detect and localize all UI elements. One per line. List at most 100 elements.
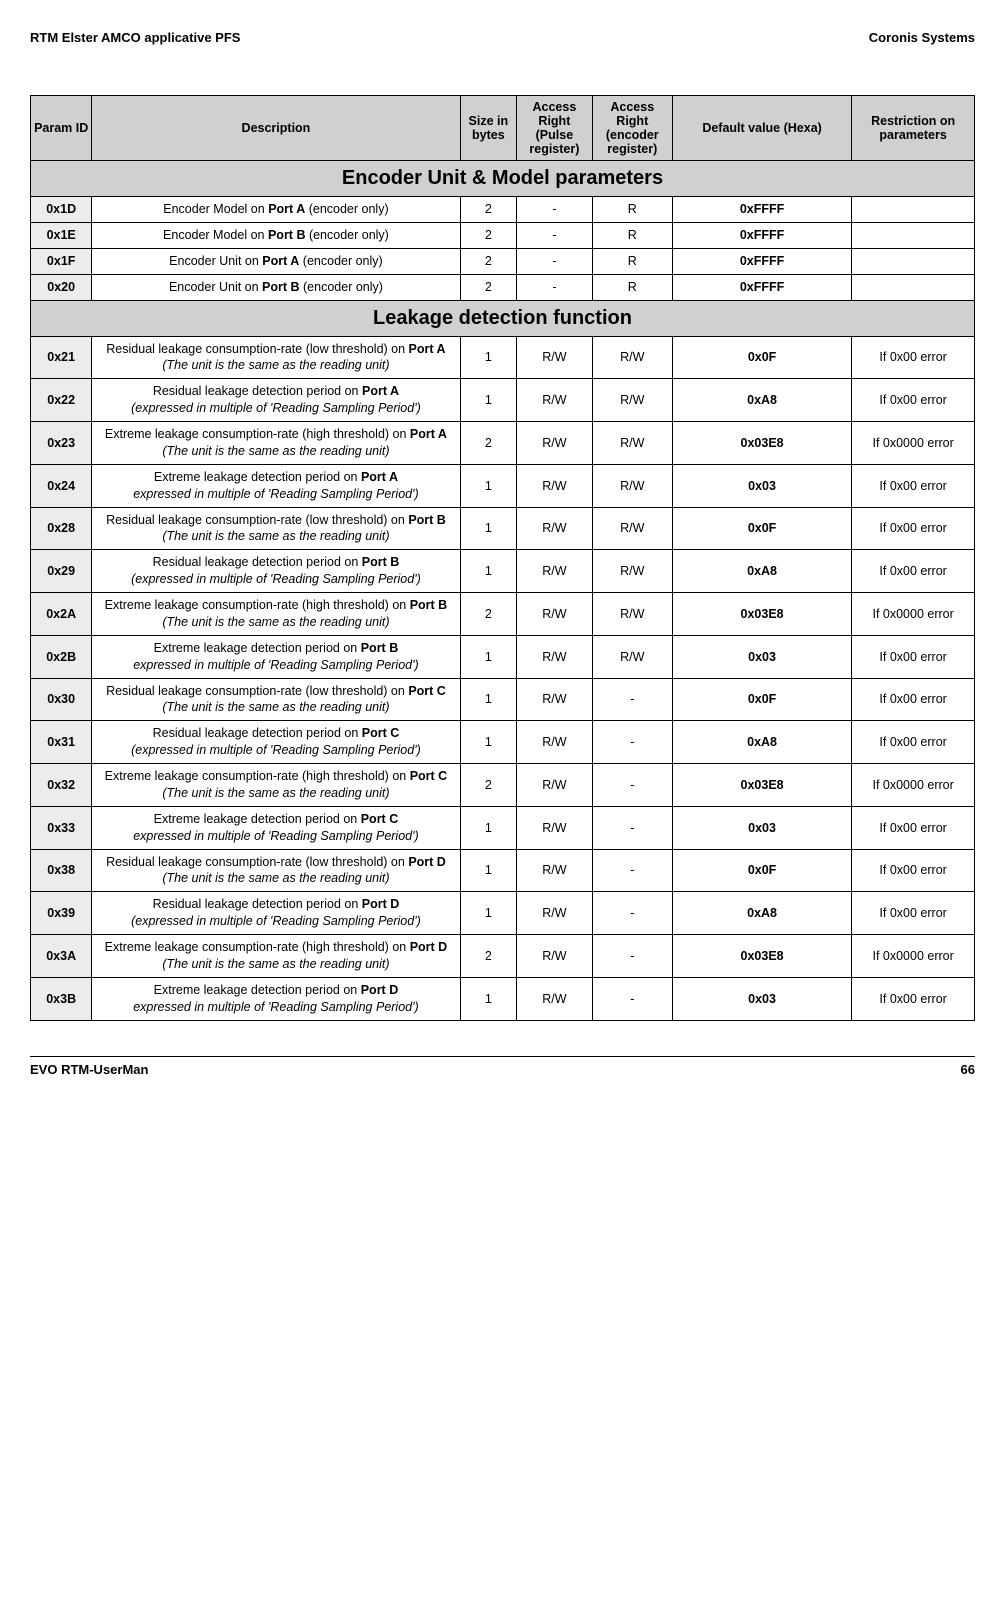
- table-row: 0x1DEncoder Model on Port A (encoder onl…: [31, 197, 975, 223]
- cell-size: 1: [460, 806, 517, 849]
- table-row: 0x3AExtreme leakage consumption-rate (hi…: [31, 935, 975, 978]
- cell-description: Extreme leakage detection period on Port…: [92, 977, 460, 1020]
- cell-description: Residual leakage detection period on Por…: [92, 721, 460, 764]
- cell-param-id: 0x28: [31, 507, 92, 550]
- cell-access-pulse: R/W: [517, 935, 593, 978]
- cell-description: Residual leakage detection period on Por…: [92, 892, 460, 935]
- table-row: 0x21Residual leakage consumption-rate (l…: [31, 336, 975, 379]
- cell-access-pulse: R/W: [517, 678, 593, 721]
- cell-default-value: 0x03: [672, 806, 851, 849]
- cell-size: 2: [460, 593, 517, 636]
- cell-access-encoder: -: [592, 721, 672, 764]
- section-header-row: Encoder Unit & Model parameters: [31, 161, 975, 197]
- cell-access-encoder: R/W: [592, 464, 672, 507]
- cell-access-encoder: R/W: [592, 422, 672, 465]
- cell-description: Encoder Unit on Port A (encoder only): [92, 248, 460, 274]
- table-row: 0x28Residual leakage consumption-rate (l…: [31, 507, 975, 550]
- cell-size: 2: [460, 222, 517, 248]
- col-description: Description: [92, 96, 460, 161]
- cell-param-id: 0x33: [31, 806, 92, 849]
- cell-restriction: If 0x00 error: [852, 507, 975, 550]
- cell-description: Extreme leakage detection period on Port…: [92, 464, 460, 507]
- cell-default-value: 0x03E8: [672, 422, 851, 465]
- cell-access-encoder: R/W: [592, 593, 672, 636]
- cell-size: 2: [460, 422, 517, 465]
- cell-size: 2: [460, 197, 517, 223]
- cell-default-value: 0x0F: [672, 849, 851, 892]
- table-row: 0x24Extreme leakage detection period on …: [31, 464, 975, 507]
- cell-restriction: If 0x00 error: [852, 892, 975, 935]
- cell-access-encoder: -: [592, 764, 672, 807]
- cell-default-value: 0x03: [672, 635, 851, 678]
- section-header-row: Leakage detection function: [31, 300, 975, 336]
- cell-default-value: 0x03E8: [672, 593, 851, 636]
- cell-param-id: 0x1E: [31, 222, 92, 248]
- cell-param-id: 0x1F: [31, 248, 92, 274]
- cell-param-id: 0x31: [31, 721, 92, 764]
- cell-param-id: 0x1D: [31, 197, 92, 223]
- cell-default-value: 0x0F: [672, 678, 851, 721]
- cell-size: 2: [460, 935, 517, 978]
- cell-access-encoder: R/W: [592, 336, 672, 379]
- table-row: 0x2AExtreme leakage consumption-rate (hi…: [31, 593, 975, 636]
- cell-restriction: If 0x0000 error: [852, 935, 975, 978]
- cell-access-encoder: R/W: [592, 507, 672, 550]
- cell-description: Residual leakage detection period on Por…: [92, 379, 460, 422]
- table-row: 0x2BExtreme leakage detection period on …: [31, 635, 975, 678]
- cell-size: 2: [460, 274, 517, 300]
- table-row: 0x39Residual leakage detection period on…: [31, 892, 975, 935]
- table-row: 0x1EEncoder Model on Port B (encoder onl…: [31, 222, 975, 248]
- cell-access-encoder: -: [592, 849, 672, 892]
- table-row: 0x29Residual leakage detection period on…: [31, 550, 975, 593]
- cell-access-pulse: R/W: [517, 550, 593, 593]
- table-row: 0x38Residual leakage consumption-rate (l…: [31, 849, 975, 892]
- cell-access-pulse: R/W: [517, 635, 593, 678]
- cell-description: Extreme leakage detection period on Port…: [92, 635, 460, 678]
- cell-default-value: 0x0F: [672, 507, 851, 550]
- col-default-value: Default value (Hexa): [672, 96, 851, 161]
- cell-default-value: 0x03E8: [672, 935, 851, 978]
- cell-default-value: 0x0F: [672, 336, 851, 379]
- cell-size: 1: [460, 550, 517, 593]
- col-size: Size in bytes: [460, 96, 517, 161]
- cell-access-pulse: R/W: [517, 892, 593, 935]
- table-row: 0x33Extreme leakage detection period on …: [31, 806, 975, 849]
- cell-param-id: 0x22: [31, 379, 92, 422]
- cell-access-encoder: R/W: [592, 635, 672, 678]
- col-param-id: Param ID: [31, 96, 92, 161]
- cell-access-encoder: -: [592, 892, 672, 935]
- cell-default-value: 0xA8: [672, 379, 851, 422]
- cell-restriction: If 0x00 error: [852, 635, 975, 678]
- cell-access-encoder: -: [592, 678, 672, 721]
- cell-restriction: If 0x00 error: [852, 464, 975, 507]
- cell-access-pulse: -: [517, 197, 593, 223]
- cell-restriction: [852, 248, 975, 274]
- cell-default-value: 0xFFFF: [672, 222, 851, 248]
- cell-access-encoder: -: [592, 935, 672, 978]
- cell-access-pulse: R/W: [517, 806, 593, 849]
- cell-size: 1: [460, 678, 517, 721]
- section-title: Leakage detection function: [31, 300, 975, 336]
- cell-size: 1: [460, 849, 517, 892]
- cell-restriction: [852, 197, 975, 223]
- cell-restriction: If 0x0000 error: [852, 593, 975, 636]
- page-footer: EVO RTM-UserMan 66: [30, 1056, 975, 1077]
- table-row: 0x3BExtreme leakage detection period on …: [31, 977, 975, 1020]
- table-row: 0x30Residual leakage consumption-rate (l…: [31, 678, 975, 721]
- cell-param-id: 0x32: [31, 764, 92, 807]
- cell-param-id: 0x29: [31, 550, 92, 593]
- cell-description: Extreme leakage detection period on Port…: [92, 806, 460, 849]
- cell-restriction: [852, 222, 975, 248]
- col-access-pulse: Access Right (Pulse register): [517, 96, 593, 161]
- cell-access-pulse: R/W: [517, 593, 593, 636]
- cell-description: Residual leakage consumption-rate (low t…: [92, 678, 460, 721]
- cell-access-pulse: R/W: [517, 379, 593, 422]
- cell-restriction: If 0x00 error: [852, 849, 975, 892]
- table-row: 0x32Extreme leakage consumption-rate (hi…: [31, 764, 975, 807]
- cell-param-id: 0x24: [31, 464, 92, 507]
- cell-default-value: 0xFFFF: [672, 197, 851, 223]
- cell-description: Extreme leakage consumption-rate (high t…: [92, 422, 460, 465]
- cell-description: Encoder Model on Port B (encoder only): [92, 222, 460, 248]
- footer-right: 66: [961, 1062, 975, 1077]
- cell-size: 2: [460, 764, 517, 807]
